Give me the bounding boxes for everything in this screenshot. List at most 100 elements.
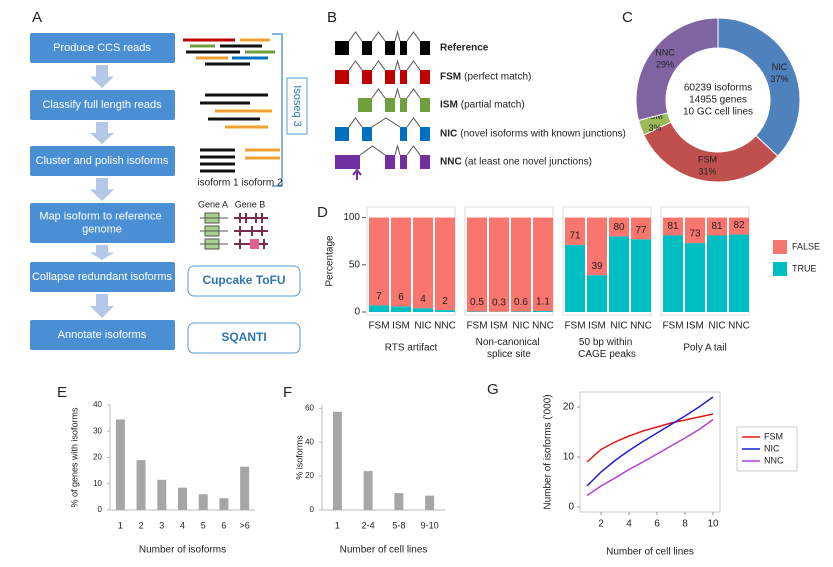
x-tick-label: ISM	[686, 321, 704, 332]
step-box	[30, 146, 175, 176]
value-label: 80	[613, 222, 625, 233]
tool-label: Cupcake ToFU	[202, 273, 285, 287]
tool-box	[187, 322, 301, 354]
exon	[400, 155, 407, 169]
slice-value: 37%	[770, 74, 788, 84]
bar	[425, 495, 435, 510]
x-axis-label: Number of cell lines	[606, 547, 694, 558]
value-label: 81	[667, 221, 679, 232]
intron	[406, 88, 421, 99]
exon	[400, 41, 407, 55]
legend-label: TRUE	[792, 263, 817, 273]
x-tick-label: FSM	[466, 321, 487, 332]
x-tick-label: 3	[159, 520, 164, 530]
bar-segment	[729, 234, 749, 312]
x-tick-label: NIC	[414, 321, 431, 332]
y-tick-label: 40	[93, 400, 102, 409]
y-tick-label: 40	[305, 437, 314, 446]
pie-slice	[643, 121, 779, 183]
x-tick-label: ISM	[490, 321, 508, 332]
flow-arrow	[90, 65, 114, 88]
bar-segment	[511, 311, 531, 312]
value-label: 82	[733, 220, 745, 231]
panel-label: F	[283, 384, 292, 401]
y-tick-label: 20	[93, 453, 102, 462]
x-tick-label: FSM	[368, 321, 389, 332]
slice-label: NNC	[655, 47, 675, 57]
bar	[363, 471, 373, 510]
x-axis-label: Number of isoforms	[139, 545, 226, 556]
step-label: Annotate isoforms	[58, 329, 147, 341]
bar-segment	[631, 217, 651, 240]
bar-segment	[565, 244, 585, 312]
x-tick-label: 10	[707, 519, 719, 530]
x-tick-label: 1	[335, 520, 340, 530]
value-label: 7	[376, 291, 382, 302]
y-tick-label: 60	[305, 403, 314, 412]
y-axis-label: Number of isoforms ('000)	[543, 394, 554, 509]
x-tick-label: FSM	[662, 321, 683, 332]
y-tick-label: 30	[93, 426, 102, 435]
bar	[198, 494, 208, 510]
text-line: genome	[82, 223, 122, 235]
flow-arrow	[90, 122, 114, 144]
read-illustrations	[183, 38, 280, 173]
step-label: Cluster and polish isoforms	[36, 155, 169, 167]
intron	[394, 30, 401, 42]
flow-arrow	[90, 245, 114, 260]
line	[586, 396, 714, 487]
intron	[406, 31, 421, 42]
slice-value: 29%	[656, 59, 674, 69]
step-label: Map isoform to reference genome	[39, 210, 164, 235]
x-tick-label: 5-8	[392, 520, 405, 530]
exon	[400, 127, 407, 141]
x-tick-label: ISM	[588, 321, 606, 332]
bar-segment	[391, 306, 411, 312]
step-box	[30, 203, 175, 243]
value-label: 6	[398, 292, 404, 303]
x-tick-label: 2	[598, 519, 604, 530]
y-tick-label: 0	[310, 505, 315, 514]
slice-label: FSM	[698, 155, 717, 165]
x-tick-label: 9-10	[421, 520, 439, 530]
value-label: 39	[591, 261, 603, 272]
class-abbr: Reference	[440, 43, 489, 54]
y-tick-label: 20	[305, 471, 314, 480]
value-label: 0.6	[514, 297, 528, 308]
intron	[371, 60, 386, 71]
panel-label: E	[57, 384, 67, 401]
intron	[359, 145, 386, 156]
x-tick-label: NIC	[708, 321, 725, 332]
slice-value: 3%	[648, 123, 661, 133]
step-box	[30, 90, 175, 120]
x-tick-label: NIC	[610, 321, 627, 332]
gene-illustrations	[200, 212, 268, 250]
legend-label: FSM	[764, 431, 783, 441]
x-tick-label: NNC	[630, 321, 652, 332]
class-abbr: NIC	[440, 129, 457, 140]
intron	[371, 31, 386, 42]
x-tick-label: NNC	[532, 321, 554, 332]
y-axis-label: % isoforms	[294, 435, 304, 480]
slice-label: NIC	[772, 62, 788, 72]
exon	[335, 41, 349, 55]
exon	[385, 70, 395, 84]
x-tick-label: 8	[682, 519, 688, 530]
exon	[335, 155, 360, 169]
step-box	[30, 320, 175, 350]
gene-label: Gene A	[198, 199, 228, 209]
legend-label: FALSE	[792, 241, 820, 251]
class-description: (perfect match)	[464, 72, 531, 83]
exon	[358, 98, 372, 112]
bar-segment	[663, 235, 683, 312]
exon	[335, 70, 349, 84]
y-axis-label: Percentage	[325, 235, 336, 287]
value-label: 2	[442, 296, 448, 307]
bar-segment	[489, 217, 509, 312]
exon	[420, 98, 430, 112]
text-line: CAGE peaks	[578, 349, 636, 360]
x-tick-label: NIC	[512, 321, 529, 332]
y-tick-label: 0	[98, 505, 103, 514]
bar	[178, 487, 187, 510]
